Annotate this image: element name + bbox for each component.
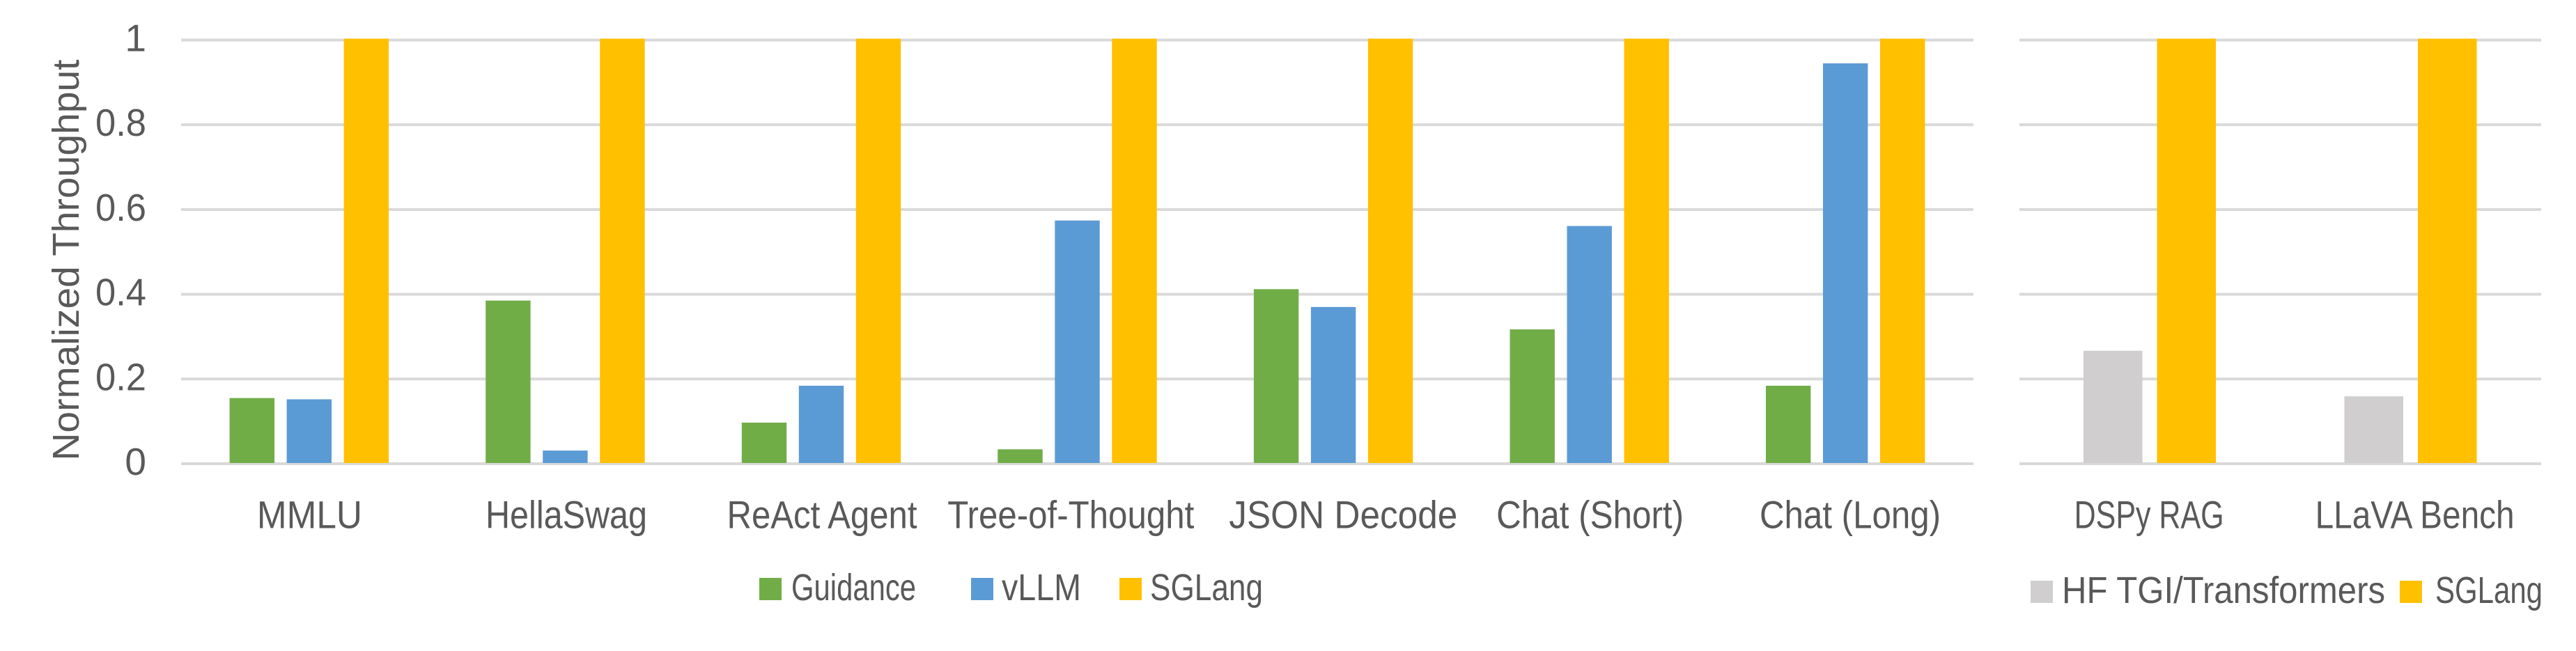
svg-text:0.2: 0.2: [95, 355, 146, 398]
svg-text:1: 1: [125, 17, 146, 60]
svg-text:0: 0: [125, 440, 146, 483]
svg-text:JSON Decode: JSON Decode: [1229, 493, 1457, 537]
svg-text:Normalized Throughput: Normalized Throughput: [45, 60, 87, 461]
svg-text:ReAct Agent: ReAct Agent: [727, 493, 917, 537]
svg-text:Chat (Long): Chat (Long): [1760, 493, 1941, 537]
svg-text:Guidance: Guidance: [791, 567, 916, 609]
svg-text:LLaVA Bench: LLaVA Bench: [2315, 493, 2515, 537]
svg-text:DSPy RAG: DSPy RAG: [2074, 493, 2224, 537]
svg-text:0.8: 0.8: [95, 101, 146, 144]
svg-text:MMLU: MMLU: [257, 493, 362, 537]
svg-text:Tree-of-Thought: Tree-of-Thought: [947, 493, 1194, 537]
svg-text:SGLang: SGLang: [2435, 570, 2543, 611]
svg-text:vLLM: vLLM: [1002, 567, 1081, 609]
svg-text:HF TGI/Transformers: HF TGI/Transformers: [2062, 570, 2385, 611]
svg-text:0.6: 0.6: [95, 186, 146, 229]
svg-text:SGLang: SGLang: [1150, 567, 1263, 609]
svg-text:HellaSwag: HellaSwag: [486, 493, 647, 537]
svg-text:Chat (Short): Chat (Short): [1496, 493, 1684, 537]
svg-text:0.4: 0.4: [95, 271, 146, 314]
